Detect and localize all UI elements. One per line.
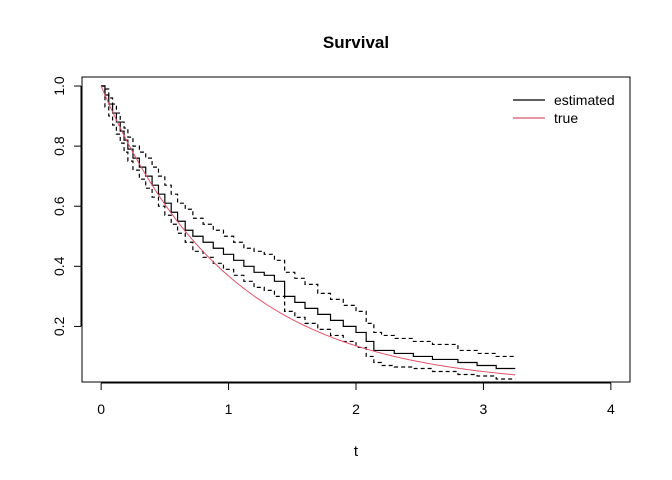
x-tick-label: 4 [607,401,615,417]
y-tick-label: 0.2 [51,316,67,336]
plot-frame [81,76,631,383]
y-tick-label: 0.6 [51,196,67,216]
x-axis: 0 1 2 3 4 [97,382,615,417]
legend-label: estimated [554,92,615,108]
x-tick-label: 3 [480,401,488,417]
x-tick-label: 2 [352,401,360,417]
y-axis: 0.2 0.4 0.6 0.8 1.0 [51,76,82,336]
legend: estimated true [513,92,615,126]
legend-label: true [554,110,578,126]
series-true [100,85,516,376]
series-lower-ci [101,85,516,380]
series-upper-ci [101,85,516,358]
chart-title: Survival [323,33,389,52]
series-estimated [101,85,516,370]
series-layer [100,85,516,380]
x-axis-label: t [354,443,359,460]
x-tick-label: 1 [225,401,233,417]
y-tick-label: 0.4 [51,256,67,276]
y-tick-label: 0.8 [51,136,67,156]
y-tick-label: 1.0 [51,76,67,96]
x-tick-label: 0 [97,401,105,417]
